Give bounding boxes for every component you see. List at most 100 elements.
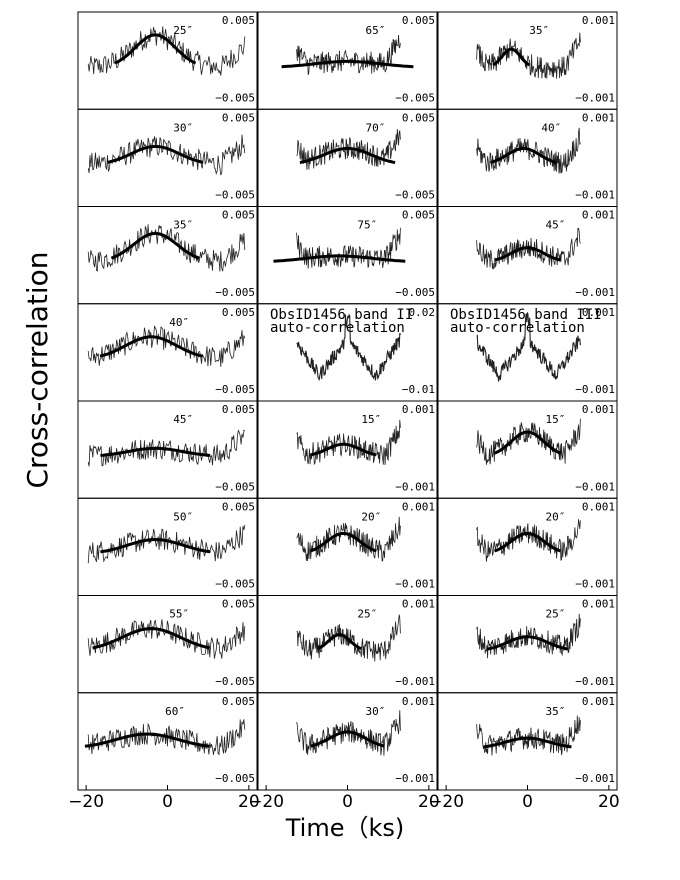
panel-title: ObsID1456 band II — [270, 307, 413, 323]
panel: 0.005 −0.005 35″ — [77, 206, 258, 305]
x-tick-label: −20 — [68, 792, 104, 812]
data-trace — [296, 614, 401, 662]
panel-subtitle: auto-correlation — [270, 320, 405, 336]
data-trace — [87, 224, 246, 272]
angle-label: 40″ — [541, 121, 561, 134]
y-min-tick-label: −0.005 — [215, 578, 255, 591]
panel: 0.005 −0.005 70″ — [257, 108, 438, 207]
y-min-tick-label: −0.001 — [395, 480, 435, 493]
angle-label: 60″ — [165, 705, 185, 718]
angle-label: 35″ — [546, 705, 566, 718]
x-axis-label: Time（ks) — [285, 814, 405, 842]
panel: 0.001 −0.001 35″ — [437, 692, 618, 791]
panel: 0.005 −0.005 25″ — [77, 11, 258, 110]
data-trace — [296, 34, 401, 76]
y-min-tick-label: −0.005 — [215, 772, 255, 785]
gaussian-fit — [299, 146, 396, 165]
y-min-tick-label: −0.001 — [575, 480, 615, 493]
panel: 0.005 −0.005 30″ — [77, 108, 258, 207]
y-max-tick-label: 0.001 — [582, 14, 615, 27]
gaussian-fit — [273, 254, 406, 263]
panel: 0.005 −0.005 75″ — [257, 206, 438, 305]
angle-label: 20″ — [361, 510, 381, 523]
y-max-tick-label: 0.001 — [402, 403, 435, 416]
panel: 0.001 −0.001 20″ — [257, 497, 438, 596]
gaussian-fit — [281, 59, 414, 69]
angle-label: 75″ — [357, 219, 377, 232]
y-max-tick-label: 0.001 — [582, 111, 615, 124]
angle-label: 45″ — [546, 219, 566, 232]
y-max-tick-label: 0.001 — [402, 695, 435, 708]
data-trace — [87, 26, 246, 76]
angle-label: 35″ — [173, 219, 193, 232]
angle-label: 25″ — [173, 24, 193, 37]
angle-label: 30″ — [366, 705, 386, 718]
angle-label: 25″ — [357, 608, 377, 621]
y-max-tick-label: 0.005 — [222, 111, 255, 124]
y-min-tick-label: −0.001 — [575, 286, 615, 299]
y-max-tick-label: 0.005 — [222, 500, 255, 513]
panel: 0.005 −0.005 65″ — [257, 11, 438, 110]
data-trace — [296, 313, 401, 382]
y-min-tick-label: −0.005 — [395, 286, 435, 299]
y-min-tick-label: −0.001 — [575, 91, 615, 104]
panel: 0.001 −0.001 15″ — [437, 400, 618, 499]
y-min-tick-label: −0.001 — [395, 772, 435, 785]
data-trace — [476, 519, 581, 562]
y-max-tick-label: 0.001 — [582, 306, 615, 319]
x-tick-label: 0 — [522, 792, 533, 812]
gaussian-fit — [310, 442, 377, 457]
data-trace — [476, 32, 581, 79]
angle-label: 50″ — [173, 510, 193, 523]
angle-label: 15″ — [546, 413, 566, 426]
angle-label: 20″ — [546, 510, 566, 523]
y-max-tick-label: 0.001 — [582, 598, 615, 611]
y-min-tick-label: −0.005 — [215, 480, 255, 493]
gaussian-fit — [494, 246, 561, 262]
gaussian-fit — [84, 732, 210, 748]
data-trace — [476, 715, 581, 756]
angle-label: 35″ — [529, 24, 549, 37]
gaussian-fit — [92, 627, 211, 650]
y-max-tick-label: 0.001 — [582, 695, 615, 708]
y-max-tick-label: 0.001 — [402, 598, 435, 611]
y-min-tick-label: −0.005 — [395, 91, 435, 104]
angle-label: 15″ — [361, 413, 381, 426]
y-min-tick-label: −0.001 — [575, 675, 615, 688]
y-max-tick-label: 0.02 — [409, 306, 436, 319]
data-trace — [296, 227, 401, 269]
data-trace — [296, 128, 401, 170]
panel: 0.001 −0.001 30″ — [257, 692, 438, 791]
gaussian-fit — [100, 537, 211, 554]
y-min-tick-label: −0.001 — [395, 578, 435, 591]
angle-label: 25″ — [546, 608, 566, 621]
gaussian-fit — [483, 736, 572, 749]
data-trace — [296, 516, 401, 562]
gaussian-fit — [316, 633, 362, 651]
panel: 0.001 −0.001 25″ — [257, 595, 438, 694]
gaussian-fit — [99, 335, 203, 358]
y-min-tick-label: −0.005 — [395, 189, 435, 202]
y-min-tick-label: −0.005 — [215, 286, 255, 299]
data-trace — [296, 419, 401, 466]
y-min-tick-label: −0.001 — [575, 578, 615, 591]
panel: 0.005 −0.005 45″ — [77, 400, 258, 499]
y-min-tick-label: −0.005 — [215, 189, 255, 202]
data-trace — [476, 227, 581, 270]
data-trace — [87, 619, 246, 659]
angle-label: 30″ — [173, 121, 193, 134]
y-max-tick-label: 0.005 — [402, 111, 435, 124]
y-max-tick-label: 0.005 — [222, 598, 255, 611]
panel-subtitle: auto-correlation — [450, 320, 585, 336]
gaussian-fit — [486, 635, 569, 651]
panel-grid: 0.005 −0.005 25″ 0.005 −0.005 30″ 0.005 −0.005 3… — [68, 11, 620, 812]
x-tick-label: 20 — [238, 792, 260, 812]
panel: 0.001 −0.001 40″ — [437, 108, 618, 207]
y-min-tick-label: −0.005 — [215, 675, 255, 688]
angle-label: 45″ — [173, 413, 193, 426]
panel: 0.001 −0.001 35″ — [437, 11, 618, 110]
data-trace — [87, 134, 246, 176]
x-tick-label: −20 — [248, 792, 284, 812]
angle-label: 55″ — [169, 608, 189, 621]
